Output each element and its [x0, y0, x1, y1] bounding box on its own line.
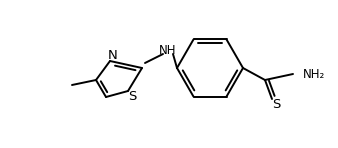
Text: NH: NH	[159, 44, 177, 57]
Text: S: S	[272, 98, 280, 111]
Text: NH₂: NH₂	[303, 67, 325, 81]
Text: N: N	[108, 49, 118, 62]
Text: S: S	[128, 90, 136, 103]
